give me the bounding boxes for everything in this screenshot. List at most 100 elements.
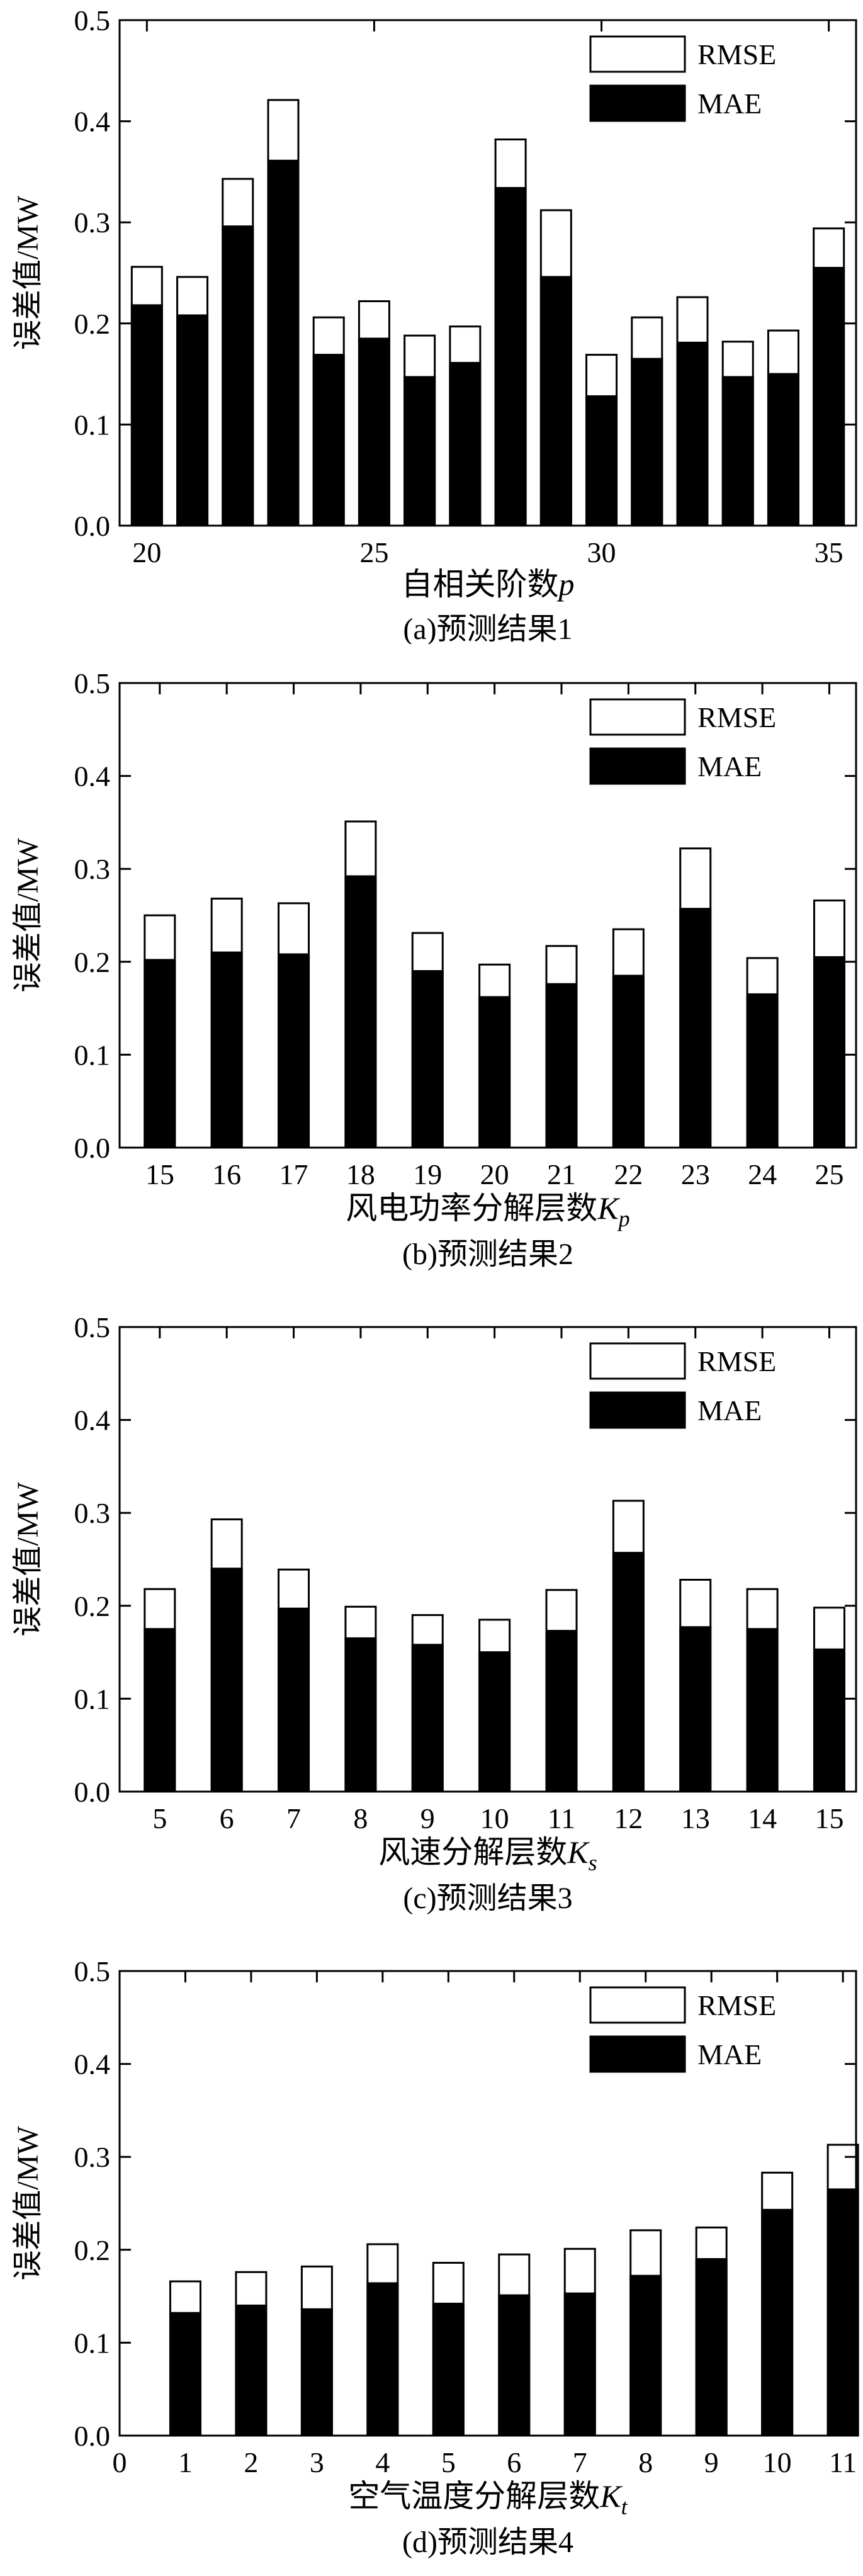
mae-bar [449, 361, 482, 527]
x-tick-label: 15 [145, 1158, 174, 1190]
x-axis-label-text: 空气温度分解层数 [348, 2478, 600, 2514]
x-tick-label: 24 [748, 1158, 777, 1190]
y-tick-label: 0.2 [74, 1590, 111, 1622]
y-tick-label: 0.3 [74, 1497, 111, 1529]
x-tick-label: 3 [310, 2446, 324, 2478]
y-tick-label: 0.2 [74, 2234, 111, 2266]
mae-bar [278, 1607, 310, 1793]
mae-bar [267, 159, 300, 527]
x-axis-label: 自相关阶数p [402, 567, 575, 602]
mae-bar [612, 1552, 645, 1793]
legend-swatch-mae [589, 84, 686, 122]
mae-bar [585, 395, 618, 527]
y-tick-label: 0.2 [74, 308, 111, 340]
x-axis-label-text: 自相关阶数 [402, 567, 559, 602]
x-tick-label: 6 [220, 1802, 234, 1834]
mae-bar [432, 2302, 465, 2437]
y-tick-label: 0.3 [74, 2141, 111, 2173]
y-tick-label: 0.4 [74, 106, 111, 138]
x-tick-label: 20 [480, 1158, 509, 1190]
x-axis-label-text: 风电功率分解层数 [346, 1190, 597, 1226]
x-tick-label: 22 [614, 1158, 643, 1190]
mae-bar [403, 376, 436, 527]
mae-bar [366, 2282, 399, 2437]
legend-swatch-rmse [589, 1986, 686, 2024]
mae-bar [312, 354, 345, 527]
y-tick-label: 0.5 [74, 1955, 111, 1987]
x-tick-label: 18 [346, 1158, 375, 1190]
chart-panel-c: 0.0 0.1 0.2 0.3 0.4 0.5 5 6 7 8 9 10 11 12 13 14 15 误差值/M… [11, 1311, 857, 1915]
mae-bar [222, 225, 254, 527]
legend-label-rmse: RMSE [697, 38, 776, 71]
x-tick-label: 21 [547, 1158, 576, 1190]
y-axis-label: 误差值/MW [11, 838, 45, 993]
y-tick-label: 0.3 [74, 853, 111, 885]
y-tick-label: 0.1 [74, 409, 111, 441]
mae-bar [679, 908, 712, 1149]
x-tick-label: 8 [353, 1802, 368, 1834]
mae-bar [169, 2312, 201, 2437]
x-tick-label: 15 [815, 1802, 843, 1834]
mae-bar [411, 1644, 444, 1793]
x-tick-label: 16 [212, 1158, 241, 1190]
y-tick-label: 0.4 [74, 1404, 111, 1437]
y-tick-label: 0.0 [74, 1132, 111, 1164]
x-tick-label: 4 [375, 2446, 390, 2478]
y-tick-label: 0.5 [74, 4, 111, 37]
x-tick-label: 14 [748, 1802, 777, 1834]
mae-bar [746, 1628, 779, 1793]
x-axis-label-sub: s [589, 1850, 597, 1875]
y-tick-label: 0.4 [74, 760, 111, 793]
y-axis-label: 误差值/MW [11, 1482, 45, 1637]
x-tick-label: 20 [132, 536, 161, 568]
legend-swatch-mae [589, 747, 686, 785]
mae-bar [210, 951, 243, 1149]
x-axis-label-var: K [597, 1190, 620, 1226]
x-axis-label-text: 风速分解层数 [378, 1834, 567, 1870]
x-axis-label-var: K [599, 2478, 623, 2514]
x-tick-label: 11 [548, 1802, 575, 1834]
legend-label-mae: MAE [697, 2038, 762, 2070]
x-tick-label: 1 [178, 2446, 193, 2478]
mae-bar [478, 1651, 511, 1793]
mae-bar [539, 276, 572, 527]
mae-bar [813, 266, 845, 527]
mae-bar [813, 956, 845, 1149]
legend-swatch-rmse [589, 35, 686, 73]
mae-bar [478, 996, 511, 1149]
mae-bar [344, 875, 377, 1149]
y-tick-label: 0.4 [74, 2048, 111, 2081]
mae-bar [235, 2304, 268, 2437]
mae-bar [629, 2274, 662, 2437]
legend-swatch-rmse [589, 698, 686, 736]
y-tick-label: 0.1 [74, 1039, 111, 1071]
mae-bar [130, 304, 163, 527]
x-tick-label: 35 [815, 536, 843, 568]
legend-label-rmse: RMSE [697, 701, 776, 733]
mae-bar [826, 2188, 859, 2437]
x-tick-label: 12 [614, 1802, 643, 1834]
mae-bar [144, 1628, 176, 1793]
mae-bar [746, 993, 779, 1149]
x-axis-label: 空气温度分解层数Kt [348, 2478, 628, 2519]
legend-swatch-rmse [589, 1342, 686, 1380]
mae-bar [300, 2308, 333, 2437]
mae-bar [761, 2208, 794, 2437]
mae-bar [679, 1626, 712, 1793]
y-tick-label: 0.5 [74, 1311, 111, 1343]
x-axis-label-var: K [567, 1834, 590, 1870]
plot-frame [118, 682, 857, 1149]
mae-bar [176, 314, 209, 527]
legend-swatch-mae [589, 2035, 686, 2073]
y-axis-label: 误差值/MW [11, 2126, 45, 2281]
x-tick-label: 25 [359, 536, 388, 568]
mae-bar [278, 953, 310, 1149]
y-tick-label: 0.1 [74, 2327, 111, 2359]
plot-frame [118, 1970, 857, 2437]
mae-bar [210, 1568, 243, 1793]
y-tick-label: 0.0 [74, 2420, 111, 2452]
mae-bar [813, 1648, 845, 1793]
mae-bar [494, 187, 527, 527]
x-tick-label: 13 [681, 1802, 710, 1834]
y-tick-label: 0.0 [74, 1776, 111, 1808]
